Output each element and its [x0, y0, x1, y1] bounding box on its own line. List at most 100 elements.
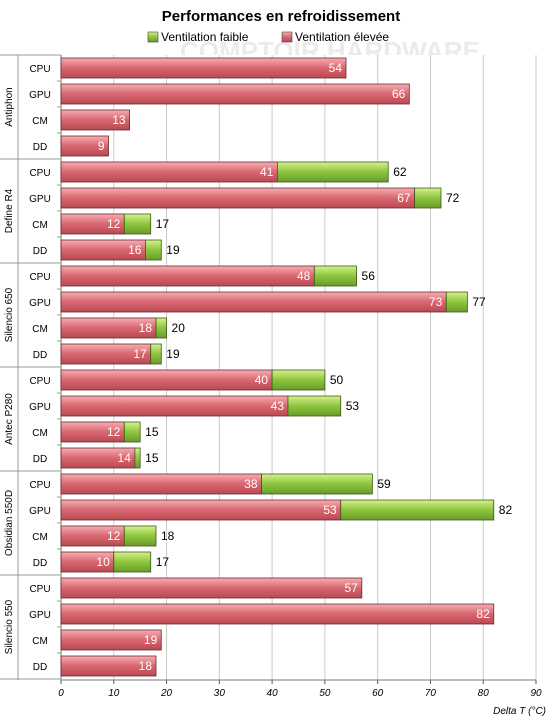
legend-label-faible: Ventilation faible: [161, 30, 249, 44]
category-label: CPU: [29, 376, 50, 387]
data-label-elevee: 38: [244, 477, 258, 491]
x-tick-label: 60: [372, 688, 384, 699]
bar-elevee: [60, 109, 131, 131]
bar-elevee: [60, 161, 278, 183]
bar-elevee: [60, 603, 495, 625]
data-label-faible: 17: [156, 555, 170, 569]
category-label: CPU: [29, 64, 50, 75]
bar-faible: [340, 499, 495, 521]
bar-faible: [313, 265, 357, 287]
data-label-elevee: 13: [112, 113, 126, 127]
group-label: Silencio 650: [4, 287, 15, 342]
bar-elevee: [60, 655, 157, 677]
category-label: DD: [33, 558, 47, 569]
data-label-elevee: 54: [329, 61, 343, 75]
data-label-elevee: 48: [297, 269, 311, 283]
bar-faible: [113, 551, 152, 573]
bar-faible: [445, 291, 468, 313]
category-label: CPU: [29, 584, 50, 595]
bar-elevee: [60, 369, 273, 391]
data-label-elevee: 53: [323, 503, 337, 517]
category-label: CM: [32, 220, 48, 231]
bar-faible: [276, 161, 389, 183]
x-axis-title: Delta T (°C): [493, 706, 546, 717]
data-label-faible: 62: [393, 165, 407, 179]
bar-elevee: [60, 629, 162, 651]
bar-elevee: [60, 291, 447, 313]
category-label: GPU: [29, 90, 51, 101]
data-label-faible: 19: [166, 347, 180, 361]
group-label: Define R4: [4, 188, 15, 233]
legend-label-elevee: Ventilation élevée: [295, 30, 389, 44]
data-label-faible: 77: [472, 295, 486, 309]
data-label-elevee: 82: [476, 607, 490, 621]
x-tick-label: 50: [319, 688, 331, 699]
data-label-elevee: 18: [139, 659, 153, 673]
bar-faible: [123, 525, 157, 547]
x-tick-label: 90: [530, 688, 542, 699]
data-label-faible: 20: [172, 321, 186, 335]
data-label-elevee: 18: [139, 321, 153, 335]
group-label: Obsidian 550D: [4, 490, 15, 556]
category-label: GPU: [29, 506, 51, 517]
category-label: CM: [32, 116, 48, 127]
category-label: DD: [33, 246, 47, 257]
data-label-elevee: 41: [260, 165, 274, 179]
bar-faible: [414, 187, 442, 209]
legend-swatch-elevee: [281, 31, 293, 43]
bar-faible: [123, 213, 152, 235]
category-label: CM: [32, 324, 48, 335]
group-label: Antiphon: [4, 87, 15, 126]
plot-background: [61, 55, 536, 680]
category-label: DD: [33, 350, 47, 361]
bar-elevee: [60, 57, 347, 79]
legend-swatch-faible: [147, 31, 159, 43]
x-tick-label: 10: [108, 688, 120, 699]
data-label-elevee: 9: [98, 139, 105, 153]
group-label: Antec P280: [4, 393, 15, 445]
x-tick-label: 40: [267, 688, 279, 699]
bar-elevee: [60, 499, 342, 521]
bar-faible: [123, 421, 141, 443]
x-tick-label: 70: [425, 688, 437, 699]
chart-title: Performances en refroidissement: [162, 8, 400, 25]
data-label-faible: 17: [156, 217, 170, 231]
bar-elevee: [60, 577, 363, 599]
data-label-elevee: 67: [397, 191, 411, 205]
data-label-elevee: 19: [144, 633, 158, 647]
data-label-faible: 18: [161, 529, 175, 543]
data-label-elevee: 16: [128, 243, 142, 257]
data-label-faible: 50: [330, 373, 344, 387]
category-label: GPU: [29, 298, 51, 309]
category-label: CPU: [29, 168, 50, 179]
bar-faible: [134, 447, 141, 469]
bar-faible: [261, 473, 373, 495]
data-label-faible: 19: [166, 243, 180, 257]
bar-elevee: [60, 135, 109, 157]
bar-faible: [150, 343, 162, 365]
bar-elevee: [60, 473, 262, 495]
data-label-faible: 53: [346, 399, 360, 413]
bar-elevee: [60, 395, 289, 417]
category-label: CPU: [29, 272, 50, 283]
x-tick-label: 0: [58, 688, 64, 699]
data-label-faible: 59: [377, 477, 391, 491]
category-label: DD: [33, 662, 47, 673]
data-label-elevee: 12: [107, 425, 121, 439]
data-label-elevee: 43: [271, 399, 285, 413]
data-label-faible: 15: [145, 451, 159, 465]
bar-elevee: [60, 83, 410, 105]
data-label-elevee: 17: [133, 347, 147, 361]
category-label: GPU: [29, 610, 51, 621]
data-label-elevee: 40: [255, 373, 269, 387]
data-label-faible: 72: [446, 191, 460, 205]
x-tick-label: 30: [214, 688, 226, 699]
data-label-elevee: 10: [96, 555, 110, 569]
group-label: Silencio 550: [4, 599, 15, 654]
data-label-elevee: 66: [392, 87, 406, 101]
x-tick-label: 20: [160, 688, 173, 699]
category-label: DD: [33, 454, 47, 465]
bar-faible: [145, 239, 162, 261]
